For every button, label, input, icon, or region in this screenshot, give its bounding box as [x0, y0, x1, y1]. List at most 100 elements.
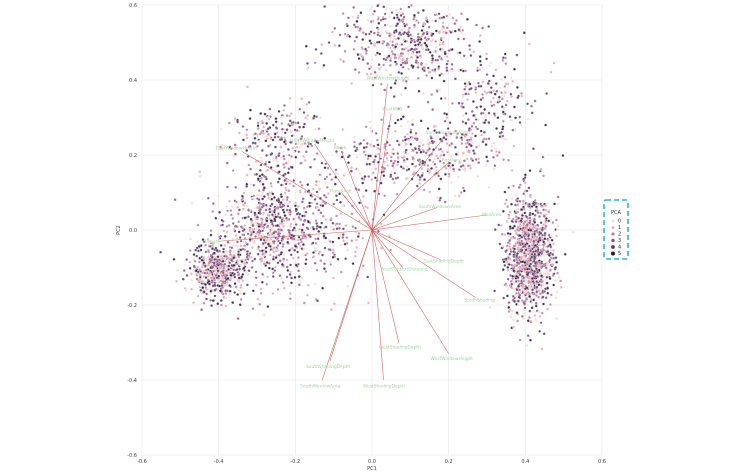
scatter-point-3675 — [329, 262, 333, 266]
scatter-point-2904 — [457, 175, 460, 179]
loading-vector-labels: WestWindowHeightWestWallNorthWindowHeigh… — [205, 75, 502, 389]
scatter-point-599 — [256, 217, 260, 221]
scatter-point-2617 — [435, 13, 438, 17]
scatter-point-2026 — [519, 290, 523, 294]
scatter-point-2846 — [435, 131, 439, 134]
scatter-point-1446 — [508, 260, 512, 264]
scatter-point-2699 — [420, 29, 424, 32]
scatter-point-932 — [219, 299, 223, 302]
scatter-point-482 — [261, 272, 265, 276]
scatter-point-3508 — [487, 186, 491, 189]
scatter-point-2746 — [416, 11, 420, 15]
scatter-point-2129 — [522, 276, 526, 280]
scatter-point-284 — [265, 225, 269, 229]
scatter-point-2749 — [405, 75, 408, 79]
scatter-point-3065 — [398, 155, 402, 158]
scatter-point-2980 — [391, 164, 395, 168]
scatter-point-1163 — [213, 288, 217, 292]
scatter-point-1063 — [243, 244, 246, 248]
scatter-point-3338 — [263, 112, 267, 116]
scatter-point-3612 — [457, 101, 461, 105]
scatter-point-2174 — [533, 220, 537, 224]
scatter-point-3294 — [277, 109, 281, 113]
scatter-point-2173 — [538, 261, 542, 265]
scatter-point-164 — [286, 268, 290, 272]
scatter-point-3383 — [273, 132, 277, 136]
scatter-point-2082 — [506, 205, 510, 209]
scatter-point-675 — [282, 224, 286, 228]
scatter-point-3410 — [274, 117, 278, 121]
scatter-point-955 — [220, 256, 224, 260]
scatter-point-266 — [234, 200, 238, 204]
scatter-point-2868 — [459, 190, 463, 194]
scatter-point-3600 — [504, 62, 508, 66]
scatter-point-1140 — [195, 246, 199, 250]
scatter-point-2570 — [343, 49, 347, 53]
scatter-point-3712 — [317, 229, 321, 233]
scatter-point-2490 — [448, 12, 452, 16]
scatter-point-3135 — [377, 152, 381, 156]
scatter-point-3666 — [312, 255, 316, 258]
scatter-point-3414 — [256, 134, 260, 138]
scatter-point-2503 — [333, 43, 337, 47]
scatter-point-3412 — [280, 137, 284, 141]
scatter-point-2911 — [339, 146, 343, 150]
scatter-point-3008 — [443, 200, 447, 204]
scatter-point-2480 — [427, 35, 431, 39]
scatter-point-808 — [195, 240, 199, 244]
scatter-point-1560 — [542, 208, 546, 212]
scatter-point-2903 — [326, 192, 330, 195]
scatter-point-2975 — [469, 166, 472, 170]
scatter-point-380 — [268, 258, 272, 262]
scatter-point-2922 — [439, 147, 443, 151]
scatter-point-3574 — [474, 134, 477, 138]
scatter-point-1387 — [500, 232, 504, 236]
scatter-point-2547 — [383, 88, 387, 92]
scatter-point-3568 — [474, 158, 478, 161]
scatter-point-641 — [289, 263, 293, 267]
scatter-point-1781 — [538, 215, 541, 218]
scatter-point-3614 — [479, 84, 483, 88]
scatter-point-1146 — [233, 272, 236, 276]
scatter-point-3360 — [282, 157, 286, 161]
scatter-point-1145 — [204, 268, 208, 272]
scatter-point-3334 — [285, 140, 289, 144]
scatter-point-2239 — [514, 193, 518, 197]
scatter-point-3760 — [315, 202, 319, 206]
scatter-point-3284 — [232, 154, 235, 158]
scatter-point-3437 — [441, 25, 445, 28]
scatter-point-355 — [301, 197, 305, 201]
scatter-point-288 — [297, 242, 301, 246]
scatter-point-3133 — [368, 126, 372, 130]
scatter-point-3661 — [324, 195, 328, 199]
scatter-point-300 — [271, 267, 275, 271]
scatter-point-2083 — [523, 257, 527, 261]
scatter-point-2683 — [384, 68, 388, 72]
legend-label-5: 5 — [618, 251, 621, 257]
scatter-point-3559 — [500, 105, 504, 109]
scatter-point-2235 — [533, 252, 537, 256]
scatter-point-433 — [260, 227, 264, 231]
scatter-point-2663 — [417, 50, 421, 54]
scatter-point-2115 — [546, 249, 550, 253]
scatter-point-1959 — [539, 278, 543, 282]
scatter-point-61 — [257, 233, 261, 237]
scatter-point-2751 — [416, 63, 420, 67]
scatter-point-815 — [224, 291, 228, 295]
scatter-point-2952 — [472, 149, 475, 153]
scatter-point-1926 — [529, 320, 533, 324]
scatter-point-3599 — [446, 127, 450, 130]
scatter-point-649 — [262, 186, 266, 190]
scatter-point-3189 — [262, 125, 266, 129]
scatter-point-234 — [305, 252, 309, 256]
scatter-point-1112 — [228, 292, 232, 296]
scatter-point-3351 — [256, 144, 259, 148]
scatter-point-1017 — [192, 301, 195, 305]
scatter-point-1915 — [535, 209, 539, 213]
scatter-point-3420 — [501, 127, 505, 131]
scatter-point-2421 — [321, 66, 325, 70]
scatter-point-2269 — [520, 248, 524, 252]
scatter-point-3391 — [300, 135, 304, 138]
scatter-point-3650 — [332, 202, 336, 206]
scatter-point-2932 — [476, 127, 480, 131]
